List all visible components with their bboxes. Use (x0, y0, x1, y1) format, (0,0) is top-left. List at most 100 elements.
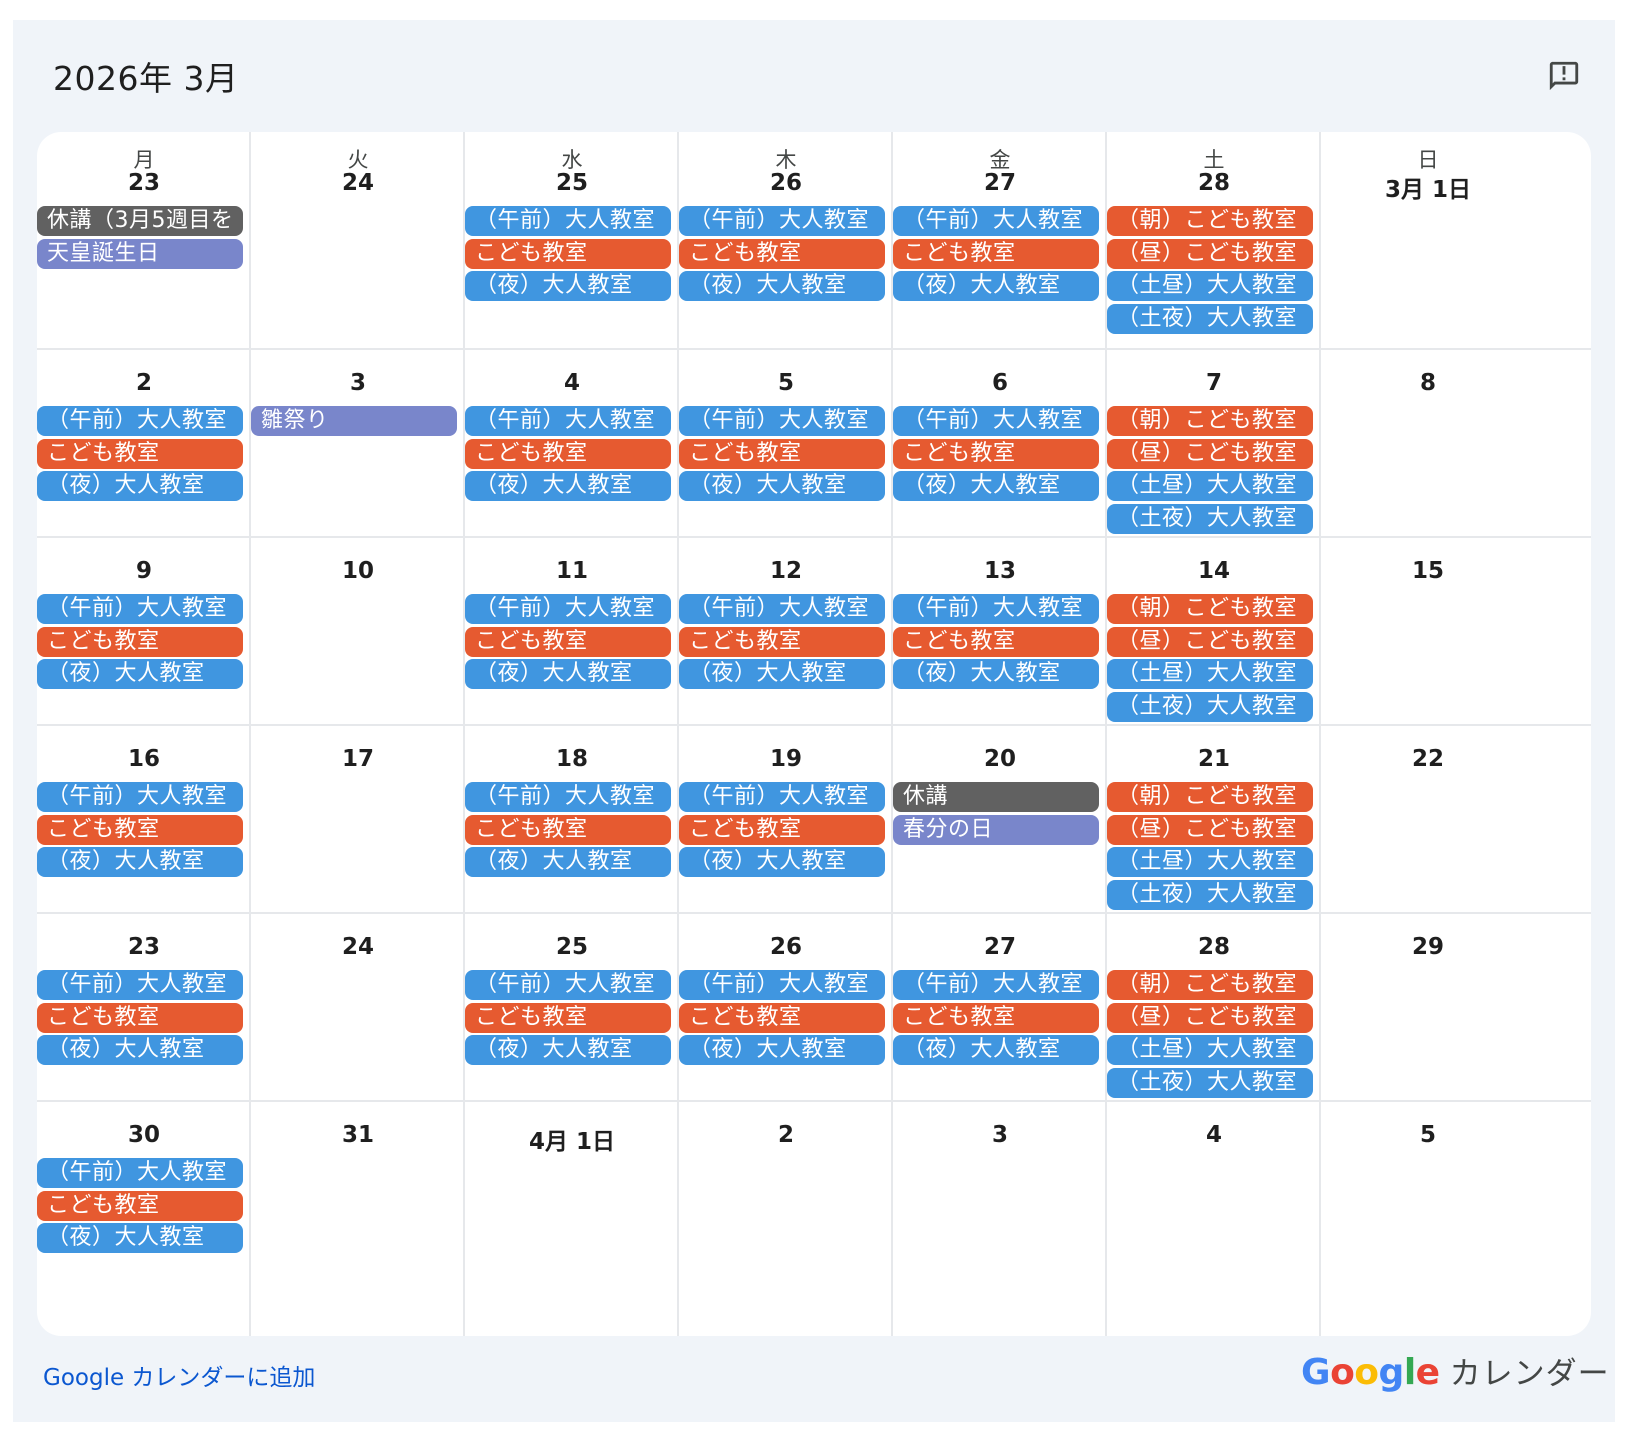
day-number[interactable]: 23 (127, 170, 160, 196)
day-number[interactable]: 4 (1205, 1122, 1222, 1148)
day-number[interactable]: 14 (1197, 558, 1230, 584)
event-chip[interactable]: （土昼）大人教室 (1107, 1035, 1313, 1066)
event-chip[interactable]: （夜）大人教室 (893, 659, 1099, 690)
event-chip[interactable]: こども教室 (465, 438, 671, 469)
event-chip[interactable]: こども教室 (465, 1002, 671, 1033)
day-number[interactable]: 31 (341, 1122, 374, 1148)
day-number[interactable]: 26 (769, 170, 802, 196)
day-cell[interactable]: 21 （朝）こども教室 （昼）こども教室 （土昼）大人教室 （土夜）大人教室 (1107, 726, 1321, 914)
event-chip[interactable]: （午前）大人教室 (679, 406, 885, 436)
event-chip[interactable]: （午前）大人教室 (465, 206, 671, 236)
day-cell[interactable]: 19 （午前）大人教室 こども教室 （夜）大人教室 (679, 726, 893, 914)
event-chip[interactable]: こども教室 (37, 814, 243, 845)
day-cell[interactable]: 28 （朝）こども教室 （昼）こども教室 （土昼）大人教室 （土夜）大人教室 (1107, 914, 1321, 1102)
day-number[interactable]: 9 (135, 558, 152, 584)
day-number[interactable]: 5 (1419, 1122, 1436, 1148)
day-number[interactable]: 24 (341, 170, 374, 196)
day-number[interactable]: 7 (1205, 370, 1222, 396)
event-chip[interactable]: （午前）大人教室 (893, 970, 1099, 1000)
day-number[interactable]: 20 (983, 746, 1016, 772)
day-cell[interactable]: 月 23 休講（3月5週目を 天皇誕生日 (37, 132, 251, 350)
day-cell[interactable]: 9 （午前）大人教室 こども教室 （夜）大人教室 (37, 538, 251, 726)
day-cell[interactable]: 24 (251, 914, 465, 1102)
day-cell[interactable]: 27 （午前）大人教室 こども教室 （夜）大人教室 (893, 914, 1107, 1102)
event-chip[interactable]: こども教室 (37, 438, 243, 469)
event-chip[interactable]: （午前）大人教室 (893, 206, 1099, 236)
event-chip[interactable]: （夜）大人教室 (679, 471, 885, 502)
event-chip[interactable]: （夜）大人教室 (679, 1035, 885, 1066)
day-number[interactable]: 5 (777, 370, 794, 396)
day-number[interactable]: 24 (341, 934, 374, 960)
event-chip[interactable]: こども教室 (679, 438, 885, 469)
event-chip[interactable]: （夜）大人教室 (37, 1035, 243, 1066)
day-number[interactable]: 26 (769, 934, 802, 960)
event-chip[interactable]: （夜）大人教室 (679, 659, 885, 690)
event-chip[interactable]: （午前）大人教室 (37, 594, 243, 624)
event-chip[interactable]: （午前）大人教室 (893, 594, 1099, 624)
day-cell[interactable]: 10 (251, 538, 465, 726)
event-chip[interactable]: 天皇誕生日 (37, 238, 243, 269)
event-chip[interactable]: （土昼）大人教室 (1107, 271, 1313, 302)
event-chip[interactable]: （土夜）大人教室 (1107, 1068, 1313, 1099)
event-chip[interactable]: （土夜）大人教室 (1107, 880, 1313, 911)
event-chip[interactable]: （午前）大人教室 (465, 970, 671, 1000)
event-chip[interactable]: （午前）大人教室 (465, 594, 671, 624)
day-number[interactable]: 29 (1411, 934, 1444, 960)
event-chip[interactable]: こども教室 (679, 814, 885, 845)
event-chip[interactable]: （土夜）大人教室 (1107, 304, 1313, 335)
day-number[interactable]: 12 (769, 558, 802, 584)
day-number[interactable]: 4 (563, 370, 580, 396)
event-chip[interactable]: こども教室 (679, 238, 885, 269)
day-number[interactable]: 27 (983, 934, 1016, 960)
event-chip[interactable]: （土昼）大人教室 (1107, 659, 1313, 690)
event-chip[interactable]: こども教室 (465, 814, 671, 845)
day-number[interactable]: 13 (983, 558, 1016, 584)
day-cell[interactable]: 金 27 （午前）大人教室 こども教室 （夜）大人教室 (893, 132, 1107, 350)
event-chip[interactable]: （夜）大人教室 (465, 1035, 671, 1066)
event-chip[interactable]: （午前）大人教室 (679, 782, 885, 812)
event-chip[interactable]: （夜）大人教室 (465, 471, 671, 502)
day-cell[interactable]: 8 (1321, 350, 1535, 538)
day-number[interactable]: 25 (555, 934, 588, 960)
day-cell[interactable]: 15 (1321, 538, 1535, 726)
event-chip[interactable]: （夜）大人教室 (37, 1223, 243, 1254)
day-number[interactable]: 3 (991, 1122, 1008, 1148)
event-chip[interactable]: （午前）大人教室 (679, 594, 885, 624)
day-cell[interactable]: 13 （午前）大人教室 こども教室 （夜）大人教室 (893, 538, 1107, 726)
day-cell[interactable]: 14 （朝）こども教室 （昼）こども教室 （土昼）大人教室 （土夜）大人教室 (1107, 538, 1321, 726)
event-chip[interactable]: こども教室 (679, 626, 885, 657)
event-chip[interactable]: （夜）大人教室 (37, 659, 243, 690)
day-cell[interactable]: 16 （午前）大人教室 こども教室 （夜）大人教室 (37, 726, 251, 914)
event-chip[interactable]: こども教室 (37, 626, 243, 657)
event-chip[interactable]: 春分の日 (893, 814, 1099, 845)
add-to-google-calendar-link[interactable]: Google カレンダーに追加 (43, 1365, 316, 1391)
event-chip[interactable]: （夜）大人教室 (465, 659, 671, 690)
day-cell[interactable]: 26 （午前）大人教室 こども教室 （夜）大人教室 (679, 914, 893, 1102)
day-number[interactable]: 21 (1197, 746, 1230, 772)
event-chip[interactable]: こども教室 (37, 1002, 243, 1033)
day-number[interactable]: 11 (555, 558, 588, 584)
day-number[interactable]: 8 (1419, 370, 1436, 396)
event-chip[interactable]: （土昼）大人教室 (1107, 471, 1313, 502)
event-chip[interactable]: （土夜）大人教室 (1107, 504, 1313, 535)
event-chip[interactable]: 休講 (893, 782, 1099, 812)
day-number[interactable]: 30 (127, 1122, 160, 1148)
day-number[interactable]: 23 (127, 934, 160, 960)
day-number[interactable]: 16 (127, 746, 160, 772)
day-number[interactable]: 28 (1197, 170, 1230, 196)
event-chip[interactable]: （土夜）大人教室 (1107, 692, 1313, 723)
day-cell[interactable]: 6 （午前）大人教室 こども教室 （夜）大人教室 (893, 350, 1107, 538)
day-cell[interactable]: 5 (1321, 1102, 1535, 1336)
day-cell[interactable]: 4 （午前）大人教室 こども教室 （夜）大人教室 (465, 350, 679, 538)
day-cell[interactable]: 5 （午前）大人教室 こども教室 （夜）大人教室 (679, 350, 893, 538)
day-number[interactable]: 25 (555, 170, 588, 196)
event-chip[interactable]: （昼）こども教室 (1107, 238, 1313, 269)
event-chip[interactable]: （午前）大人教室 (679, 206, 885, 236)
event-chip[interactable]: （土昼）大人教室 (1107, 847, 1313, 878)
day-cell[interactable]: 日 3月 1日 (1321, 132, 1535, 350)
event-chip[interactable]: （昼）こども教室 (1107, 438, 1313, 469)
event-chip[interactable]: （夜）大人教室 (893, 471, 1099, 502)
day-cell[interactable]: 12 （午前）大人教室 こども教室 （夜）大人教室 (679, 538, 893, 726)
day-cell[interactable]: 7 （朝）こども教室 （昼）こども教室 （土昼）大人教室 （土夜）大人教室 (1107, 350, 1321, 538)
event-chip[interactable]: （夜）大人教室 (679, 271, 885, 302)
